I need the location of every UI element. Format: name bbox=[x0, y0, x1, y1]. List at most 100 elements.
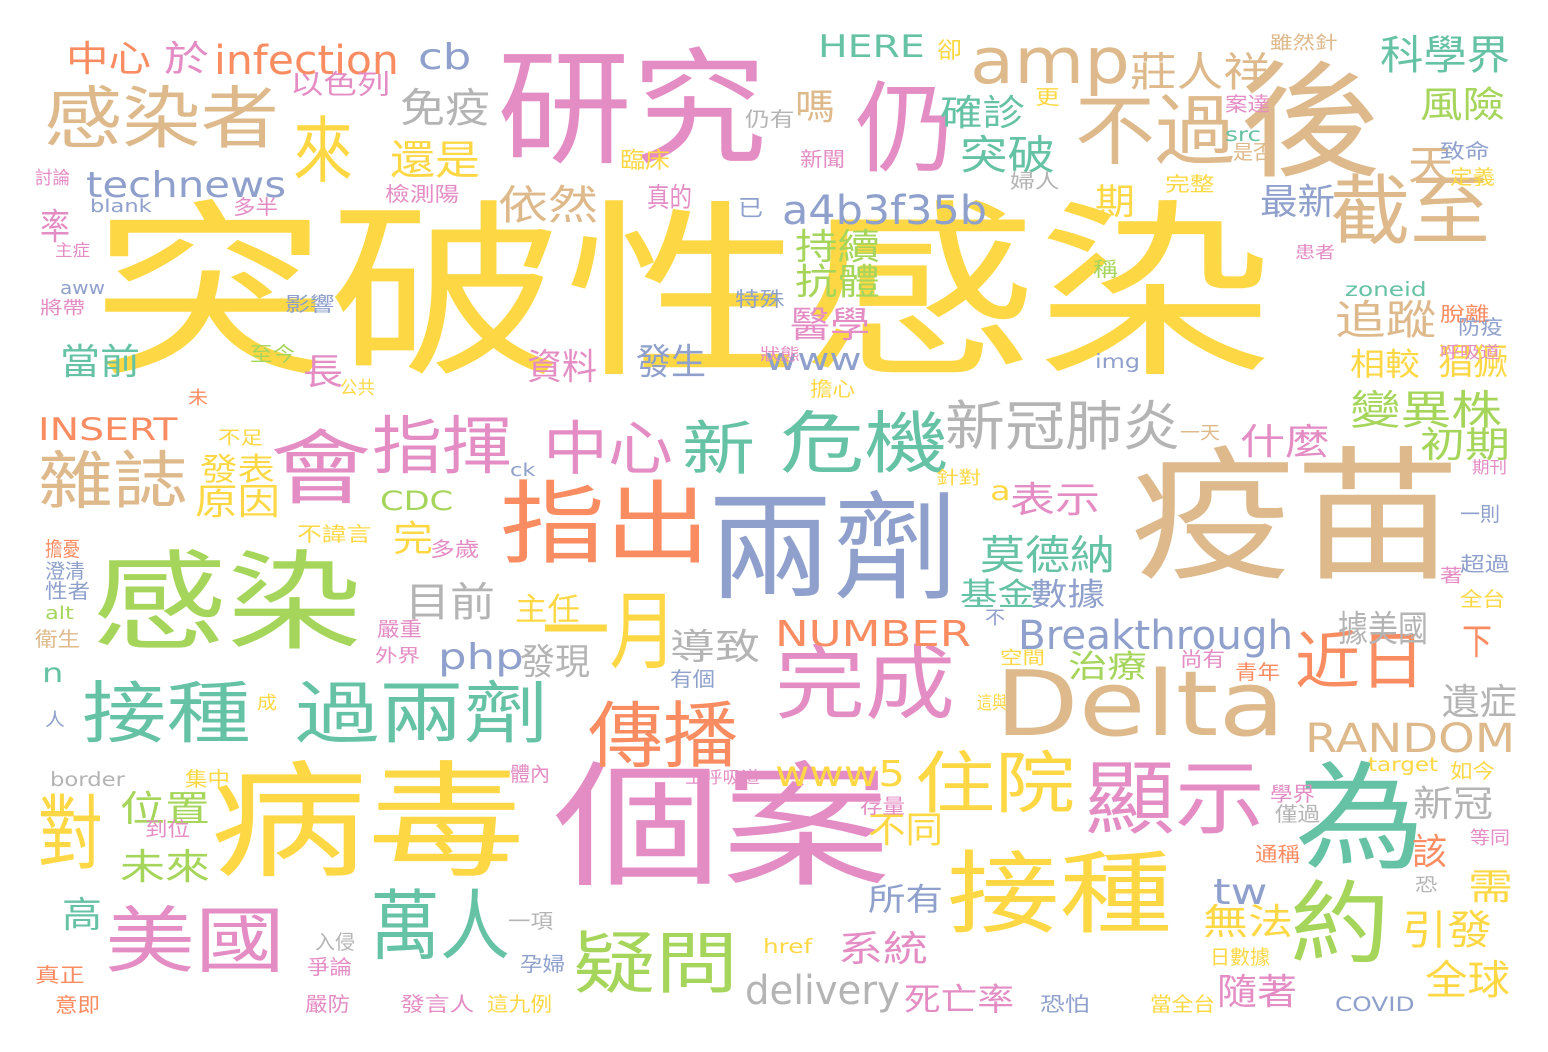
cloud-word: 還是 bbox=[390, 136, 480, 184]
cloud-word: 著 bbox=[1440, 566, 1463, 587]
cloud-word: Delta bbox=[995, 652, 1286, 757]
cloud-word: 兩劑 bbox=[708, 480, 958, 617]
cloud-word: 過兩劑 bbox=[295, 674, 549, 753]
cloud-word: 不 bbox=[985, 608, 1005, 629]
cloud-word: 尚有 bbox=[1180, 648, 1226, 671]
cloud-word: 案達 bbox=[1225, 93, 1271, 116]
cloud-word: 追蹤 bbox=[1335, 296, 1437, 344]
cloud-word: 新聞 bbox=[800, 148, 846, 171]
cloud-word: 什麼 bbox=[1240, 422, 1331, 463]
cloud-word: 爭論 bbox=[307, 956, 353, 979]
cloud-word: zoneid bbox=[1345, 278, 1427, 301]
cloud-word: 最新 bbox=[1260, 182, 1336, 223]
cloud-word: 日數據 bbox=[1210, 946, 1271, 969]
cloud-word: 依然 bbox=[498, 181, 599, 229]
cloud-word: 發生 bbox=[636, 342, 706, 383]
cloud-word: 中心 bbox=[543, 415, 674, 483]
cloud-word: 存量 bbox=[860, 795, 906, 818]
cloud-word: 一月 bbox=[542, 583, 677, 682]
cloud-word: 到位 bbox=[145, 818, 191, 841]
cloud-word: 討論 bbox=[35, 168, 70, 189]
cloud-word: 為 bbox=[1295, 750, 1426, 887]
cloud-word: 不同 bbox=[868, 810, 944, 851]
cloud-word: 會 bbox=[270, 423, 372, 517]
cloud-word: 澄清 bbox=[45, 560, 86, 583]
cloud-word: 恐 bbox=[1415, 875, 1438, 896]
cloud-word: 完 bbox=[393, 519, 434, 560]
cloud-word: 多歲 bbox=[430, 538, 480, 561]
cloud-word: delivery bbox=[745, 966, 900, 1014]
cloud-word: 資料 bbox=[527, 347, 597, 388]
cloud-word: 顯示 bbox=[1085, 753, 1265, 847]
cloud-word: 抗體 bbox=[795, 262, 881, 303]
cloud-word: 疫苗 bbox=[1130, 433, 1461, 601]
cloud-word: 呼吸道 bbox=[1440, 343, 1501, 362]
cloud-word: 醫學 bbox=[790, 305, 871, 346]
cloud-word: 基金 bbox=[960, 577, 1035, 613]
cloud-word: 不過 bbox=[1075, 88, 1236, 177]
cloud-word: 未 bbox=[188, 388, 208, 409]
cloud-word: 一則 bbox=[1460, 503, 1501, 526]
cloud-word: 有個 bbox=[670, 668, 716, 691]
cloud-word: 狀態 bbox=[760, 345, 801, 364]
cloud-word: 引發 bbox=[1402, 906, 1492, 954]
cloud-word: 定義 bbox=[1450, 166, 1496, 189]
cloud-word: INSERT bbox=[38, 412, 178, 448]
cloud-word: 防疫 bbox=[1458, 316, 1504, 339]
cloud-word: 多半 bbox=[233, 196, 279, 219]
cloud-word: 新冠 bbox=[945, 395, 1065, 458]
cloud-word: 嚴重 bbox=[377, 618, 423, 641]
cloud-word: 未來 bbox=[120, 847, 211, 888]
cloud-word: 初期 bbox=[1420, 425, 1511, 466]
cloud-word: 卻 bbox=[937, 38, 963, 64]
cloud-word: 上呼吸道 bbox=[685, 768, 760, 787]
cloud-word: 持續 bbox=[795, 227, 881, 268]
cloud-word: src bbox=[1225, 123, 1262, 146]
cloud-word: 真正 bbox=[35, 964, 85, 987]
cloud-word: 治療 bbox=[1068, 649, 1147, 685]
cloud-word: 發表 bbox=[200, 452, 275, 488]
cloud-word: amp bbox=[970, 25, 1130, 98]
cloud-word: 數據 bbox=[1030, 577, 1105, 613]
cloud-word: Breakthrough bbox=[1018, 611, 1294, 659]
cloud-word: 所有 bbox=[868, 882, 943, 918]
cloud-word: 新 bbox=[682, 415, 756, 483]
cloud-word: 稱 bbox=[1093, 258, 1118, 281]
cloud-word: href bbox=[763, 935, 813, 958]
cloud-word: 臨床 bbox=[620, 148, 671, 174]
cloud-word: 不諱言 bbox=[297, 523, 372, 546]
cloud-word: 系統 bbox=[838, 929, 929, 970]
cloud-word: 確診 bbox=[940, 93, 1026, 134]
cloud-word: 性者 bbox=[45, 580, 91, 603]
cloud-word: COVID bbox=[1335, 993, 1415, 1016]
cloud-word: 接種 bbox=[82, 674, 251, 753]
cloud-word: 學界 bbox=[1270, 783, 1316, 806]
cloud-word: 位置 bbox=[120, 789, 211, 830]
cloud-word: 近日 bbox=[1295, 625, 1426, 698]
cloud-word: 婦人 bbox=[1010, 170, 1060, 193]
cloud-word: 真的 bbox=[647, 183, 692, 214]
cloud-word: 擔心 bbox=[810, 378, 856, 401]
cloud-word: blank bbox=[90, 196, 152, 217]
cloud-word: a4b3f35b bbox=[782, 186, 987, 234]
cloud-word: 目前 bbox=[405, 578, 495, 626]
cloud-word: 恐怕 bbox=[1040, 993, 1090, 1016]
cloud-word: 指揮 bbox=[372, 410, 512, 483]
cloud-word: 嗎 bbox=[795, 87, 836, 128]
cloud-word: 仍 bbox=[855, 72, 955, 187]
cloud-word: 期 bbox=[1095, 182, 1136, 223]
cloud-word: 突破 bbox=[960, 131, 1056, 179]
cloud-word: alt bbox=[45, 603, 74, 624]
cloud-word: 擔憂 bbox=[45, 538, 81, 561]
cloud-word: 公共 bbox=[340, 378, 375, 399]
cloud-word: 完整 bbox=[1165, 173, 1215, 196]
cloud-word: 新冠 bbox=[1413, 784, 1494, 825]
cloud-word: www5 bbox=[775, 754, 906, 795]
cloud-word: 隨著 bbox=[1217, 972, 1298, 1013]
cloud-word: 該 bbox=[1412, 832, 1448, 873]
cloud-word: 猖獗 bbox=[1438, 342, 1508, 383]
cloud-word: 免疫 bbox=[400, 84, 490, 132]
cloud-word: 仍有 bbox=[745, 108, 795, 131]
cloud-word: 變異株 bbox=[1350, 386, 1502, 434]
cloud-word: 下 bbox=[1462, 622, 1493, 663]
